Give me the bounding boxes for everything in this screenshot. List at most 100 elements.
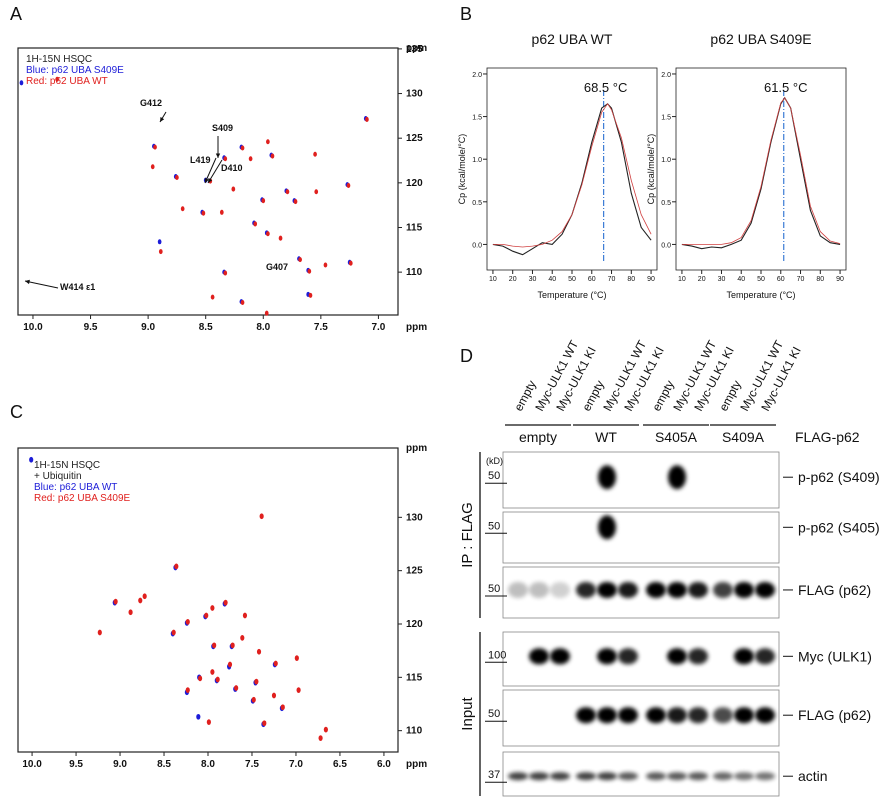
band: [667, 648, 687, 665]
arrow: [204, 157, 217, 184]
band: [618, 772, 638, 781]
arrow-head: [160, 117, 165, 122]
y-tick-label: 110: [406, 267, 423, 278]
peak: [210, 294, 215, 300]
band: [508, 581, 528, 598]
row-label: p-p62 (S409): [798, 469, 880, 485]
peak: [97, 629, 102, 636]
peak: [266, 231, 270, 237]
x-tick-label: 7.0: [289, 759, 303, 770]
y-tick-label: 130: [406, 89, 423, 100]
blot-frame: [502, 689, 780, 747]
peak-annotation: G407: [266, 262, 288, 272]
legend-text: Red: p62 UBA S409E: [34, 493, 131, 504]
arrow-head: [25, 279, 30, 285]
y-tick-label: 135: [406, 44, 423, 55]
y-tick-label: 115: [406, 222, 423, 233]
peak: [210, 605, 215, 611]
x-tick-label: 6.5: [333, 759, 347, 770]
peak: [158, 249, 163, 255]
arrow-head: [208, 178, 213, 183]
band: [576, 581, 596, 598]
band: [646, 772, 666, 781]
peak: [253, 221, 258, 227]
peak: [210, 669, 215, 675]
band: [597, 581, 617, 598]
peak: [256, 648, 262, 655]
peak-annotation: G412: [140, 98, 162, 108]
y-tick-label: 0.5: [472, 200, 482, 207]
mw-marker: 50: [488, 520, 500, 532]
x-tick-label: 90: [647, 276, 655, 283]
legend-text: + Ubiquitin: [34, 471, 82, 482]
mw-marker: 100: [488, 649, 506, 661]
y-tick-label: 0.5: [661, 200, 671, 207]
chart-title: p62 UBA WT: [532, 31, 613, 47]
arrow: [24, 280, 59, 289]
band: [597, 648, 617, 665]
peak: [240, 299, 245, 306]
legend-text: 1H-15N HSQC: [26, 54, 92, 65]
x-tick-label: 20: [509, 276, 517, 283]
peak: [227, 661, 233, 668]
x-tick-label: 9.0: [113, 759, 127, 770]
band: [598, 465, 616, 490]
peak-annotation: D410: [221, 163, 243, 173]
group-label: S409A: [722, 429, 765, 445]
band: [550, 648, 570, 665]
band: [597, 772, 617, 781]
band: [713, 772, 733, 781]
x-tick-label: 7.0: [371, 322, 385, 333]
peak: [240, 145, 245, 151]
x-axis-label: Temperature (°C): [537, 290, 606, 300]
row-label: FLAG (p62): [798, 582, 871, 598]
peak: [273, 660, 278, 667]
x-tick-label: 10: [678, 276, 686, 283]
peak: [296, 687, 301, 693]
x-tick-label: 60: [588, 276, 596, 283]
x-tick-label: 10.0: [22, 759, 42, 770]
x-tick-label: 8.5: [157, 759, 171, 770]
y-tick-label: 125: [406, 566, 423, 577]
x-tick-label: 80: [816, 276, 824, 283]
panel-label: B: [460, 4, 472, 24]
peak: [180, 206, 185, 212]
band: [667, 581, 687, 598]
blot-frame: [502, 751, 780, 797]
y-tick-label: 130: [406, 512, 423, 523]
peak: [262, 720, 267, 727]
y-tick-label: 1.0: [661, 157, 671, 164]
band: [734, 581, 754, 598]
group-label: WT: [595, 429, 617, 445]
band: [646, 707, 666, 724]
x-tick-label: 7.5: [245, 759, 259, 770]
peak: [223, 599, 228, 606]
panel-label: A: [10, 4, 22, 24]
band: [734, 707, 754, 724]
band: [755, 581, 775, 598]
peak: [29, 456, 34, 463]
peak: [314, 189, 319, 195]
peak: [323, 726, 328, 733]
peak: [240, 635, 245, 641]
peak-annotation: W414 ε1: [60, 282, 95, 292]
x-tick-label: 7.5: [314, 322, 328, 333]
peak-annotation: 68.5 °C: [584, 80, 628, 95]
peak: [264, 310, 269, 316]
peak: [365, 116, 369, 122]
peak: [348, 260, 353, 266]
y-tick-label: 0.0: [472, 242, 482, 249]
peak: [174, 563, 179, 570]
peak: [223, 156, 228, 162]
peak: [219, 209, 224, 215]
band: [668, 465, 686, 490]
peak: [280, 704, 285, 711]
y-tick-label: 115: [406, 672, 423, 683]
peak: [215, 676, 220, 683]
peak: [142, 593, 147, 600]
y-tick-label: 120: [406, 178, 423, 189]
peak: [113, 598, 118, 605]
band: [576, 772, 596, 781]
peak-annotation: 61.5 °C: [764, 80, 808, 95]
peak: [201, 210, 206, 216]
